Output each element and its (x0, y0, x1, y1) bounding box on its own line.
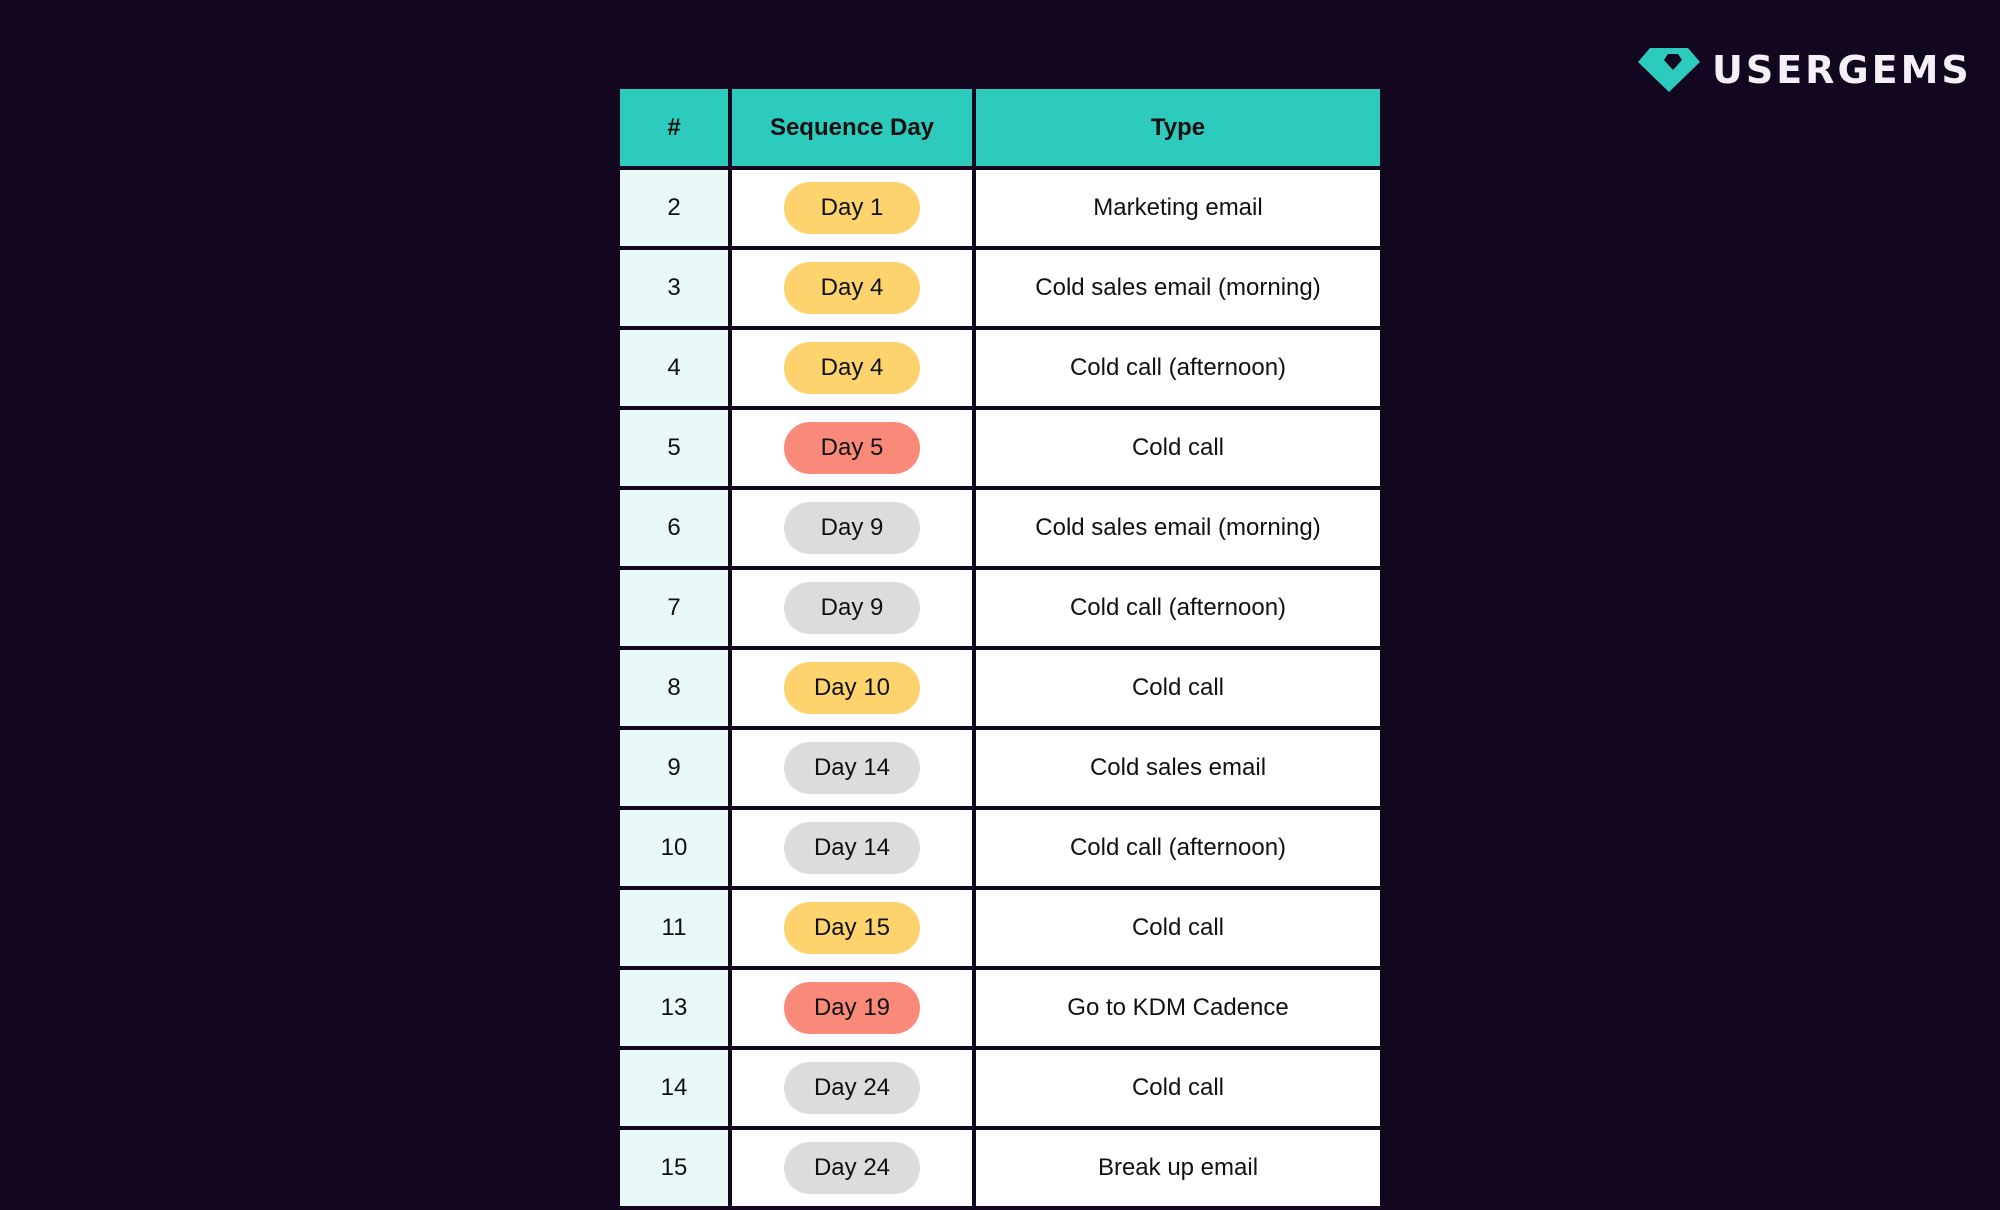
table-row: 9 Day 14 Cold sales email (620, 730, 1380, 806)
row-number: 13 (620, 970, 728, 1046)
sequence-day-cell: Day 14 (732, 730, 972, 806)
row-number: 10 (620, 810, 728, 886)
table-row: 13 Day 19 Go to KDM Cadence (620, 970, 1380, 1046)
gem-icon (1638, 48, 1700, 92)
type-cell: Cold call (afternoon) (976, 330, 1380, 406)
row-number: 15 (620, 1130, 728, 1206)
table-row: 11 Day 15 Cold call (620, 890, 1380, 966)
row-number: 7 (620, 570, 728, 646)
type-cell: Break up email (976, 1130, 1380, 1206)
sequence-day-cell: Day 24 (732, 1130, 972, 1206)
day-badge: Day 19 (784, 982, 920, 1034)
type-cell: Cold call (976, 890, 1380, 966)
table-row: 2 Day 1 Marketing email (620, 170, 1380, 246)
day-badge: Day 14 (784, 822, 920, 874)
row-number: 14 (620, 1050, 728, 1126)
day-badge: Day 14 (784, 742, 920, 794)
type-cell: Cold call (976, 650, 1380, 726)
day-badge: Day 1 (784, 182, 920, 234)
header-type: Type (976, 89, 1380, 166)
sequence-day-cell: Day 4 (732, 330, 972, 406)
day-badge: Day 4 (784, 342, 920, 394)
row-number: 6 (620, 490, 728, 566)
sequence-day-cell: Day 10 (732, 650, 972, 726)
table-row: 5 Day 5 Cold call (620, 410, 1380, 486)
day-badge: Day 4 (784, 262, 920, 314)
table-row: 4 Day 4 Cold call (afternoon) (620, 330, 1380, 406)
day-badge: Day 24 (784, 1062, 920, 1114)
type-cell: Cold sales email (morning) (976, 490, 1380, 566)
sequence-day-cell: Day 1 (732, 170, 972, 246)
table-row: 6 Day 9 Cold sales email (morning) (620, 490, 1380, 566)
sequence-table: # Sequence Day Type 2 Day 1 Marketing emai… (620, 89, 1380, 1210)
table-header: # Sequence Day Type (620, 89, 1380, 166)
row-number: 8 (620, 650, 728, 726)
day-badge: Day 9 (784, 502, 920, 554)
type-cell: Cold call (afternoon) (976, 810, 1380, 886)
type-cell: Cold call (afternoon) (976, 570, 1380, 646)
header-number: # (620, 89, 728, 166)
sequence-day-cell: Day 15 (732, 890, 972, 966)
type-cell: Cold sales email (976, 730, 1380, 806)
row-number: 4 (620, 330, 728, 406)
sequence-day-cell: Day 24 (732, 1050, 972, 1126)
sequence-day-cell: Day 9 (732, 490, 972, 566)
day-badge: Day 5 (784, 422, 920, 474)
row-number: 9 (620, 730, 728, 806)
day-badge: Day 10 (784, 662, 920, 714)
type-cell: Cold call (976, 1050, 1380, 1126)
table-row: 3 Day 4 Cold sales email (morning) (620, 250, 1380, 326)
table-row: 15 Day 24 Break up email (620, 1130, 1380, 1206)
table-row: 10 Day 14 Cold call (afternoon) (620, 810, 1380, 886)
sequence-day-cell: Day 9 (732, 570, 972, 646)
type-cell: Cold call (976, 410, 1380, 486)
sequence-day-cell: Day 14 (732, 810, 972, 886)
sequence-day-cell: Day 5 (732, 410, 972, 486)
day-badge: Day 9 (784, 582, 920, 634)
brand-name: USERGEMS (1712, 48, 1972, 92)
row-number: 5 (620, 410, 728, 486)
day-badge: Day 15 (784, 902, 920, 954)
table-row: 14 Day 24 Cold call (620, 1050, 1380, 1126)
row-number: 3 (620, 250, 728, 326)
sequence-day-cell: Day 19 (732, 970, 972, 1046)
usergems-logo: USERGEMS (1638, 48, 1972, 92)
header-sequence-day: Sequence Day (732, 89, 972, 166)
table-row: 7 Day 9 Cold call (afternoon) (620, 570, 1380, 646)
row-number: 11 (620, 890, 728, 966)
type-cell: Cold sales email (morning) (976, 250, 1380, 326)
type-cell: Go to KDM Cadence (976, 970, 1380, 1046)
table-row: 8 Day 10 Cold call (620, 650, 1380, 726)
sequence-day-cell: Day 4 (732, 250, 972, 326)
day-badge: Day 24 (784, 1142, 920, 1194)
row-number: 2 (620, 170, 728, 246)
type-cell: Marketing email (976, 170, 1380, 246)
